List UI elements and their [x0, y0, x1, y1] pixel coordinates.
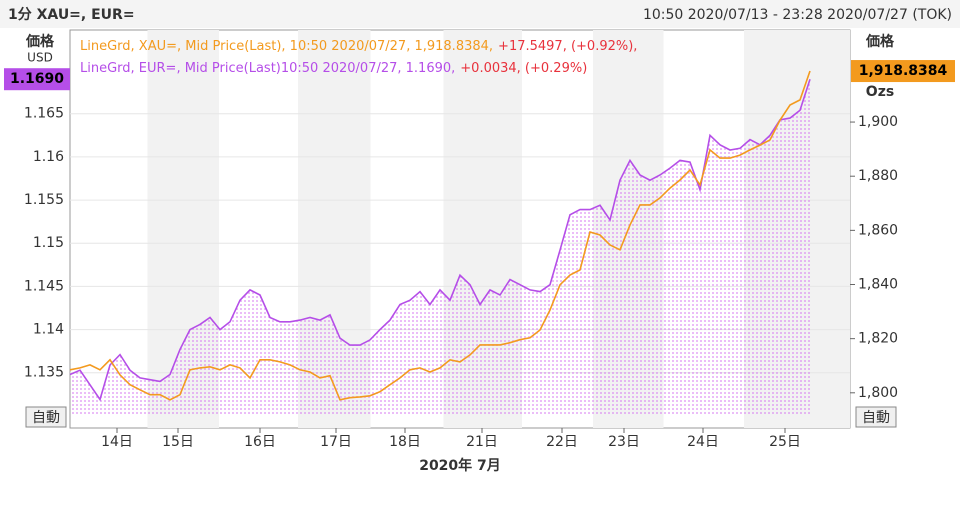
- x-tick-label: 25日: [769, 434, 801, 450]
- legend-entry: LineGrd, XAU=, Mid Price(Last), 10:50 20…: [80, 39, 637, 54]
- x-tick-label: 24日: [687, 434, 719, 450]
- y-axis-unit: USD: [27, 51, 53, 65]
- last-value-badge: [851, 60, 955, 83]
- y-axis-label: 価格: [25, 33, 55, 50]
- last-value-label: 1.1690: [10, 71, 64, 87]
- y-tick-label: 1.155: [24, 192, 64, 208]
- last-value-badge: [4, 68, 70, 91]
- line: [69, 78, 811, 402]
- legend-entry: LineGrd, EUR=, Mid Price(Last)10:50 2020…: [80, 61, 587, 76]
- y2-axis-unit: Ozs: [866, 84, 894, 100]
- x-tick-label: 21日: [466, 434, 498, 450]
- legend-name: LineGrd, XAU=, Mid Price(Last), 10:50 20…: [80, 39, 493, 54]
- x-tick-label: 23日: [608, 434, 640, 450]
- auto-button-right[interactable]: 自動: [855, 406, 897, 428]
- y-tick-label: 1.145: [24, 278, 64, 294]
- button-label[interactable]: 自動: [32, 410, 60, 426]
- y-tick-label: 1.16: [33, 149, 64, 165]
- y2-tick-label: 1,840: [858, 277, 898, 293]
- x-tick-label: 22日: [546, 434, 578, 450]
- y2-tick-label: 1,800: [858, 385, 898, 401]
- y2-tick-label: 1,900: [858, 114, 898, 130]
- y-tick-label: 1.14: [33, 322, 64, 338]
- auto-button-left[interactable]: 自動: [25, 406, 67, 428]
- plot-area: [69, 29, 851, 429]
- x-tick-label: 18日: [389, 434, 421, 450]
- y2-axis-label: 価格: [865, 33, 895, 50]
- x-tick-label: 16日: [244, 434, 276, 450]
- x-tick-label: 14日: [101, 434, 133, 450]
- chart-subtitle: 10:50 2020/07/13 - 23:28 2020/07/27 (TOK…: [643, 7, 952, 23]
- area: [70, 79, 810, 414]
- button-label[interactable]: 自動: [862, 410, 890, 426]
- y2-tick-label: 1,880: [858, 168, 898, 184]
- y2-tick-label: 1,820: [858, 331, 898, 347]
- last-value-label: 1,918.8384: [859, 63, 948, 79]
- x-tick-label: 15日: [162, 434, 194, 450]
- y-tick-label: 1.15: [33, 235, 64, 251]
- legend-change: +17.5497, (+0.92%),: [498, 39, 637, 54]
- chart-title: 1分 XAU=, EUR=: [8, 7, 135, 23]
- line: [69, 70, 811, 401]
- x-tick-label: 17日: [320, 434, 352, 450]
- header-bar: [0, 0, 960, 28]
- legend-name: LineGrd, EUR=, Mid Price(Last)10:50 2020…: [80, 61, 455, 76]
- y2-tick-label: 1,860: [858, 222, 898, 238]
- button-frame[interactable]: [25, 406, 67, 428]
- y-tick-label: 1.135: [24, 365, 64, 381]
- x-axis-label: 2020年 7月: [419, 457, 501, 474]
- y-tick-label: 1.165: [24, 106, 64, 122]
- button-frame[interactable]: [855, 406, 897, 428]
- legend-change: +0.0034, (+0.29%): [460, 61, 587, 76]
